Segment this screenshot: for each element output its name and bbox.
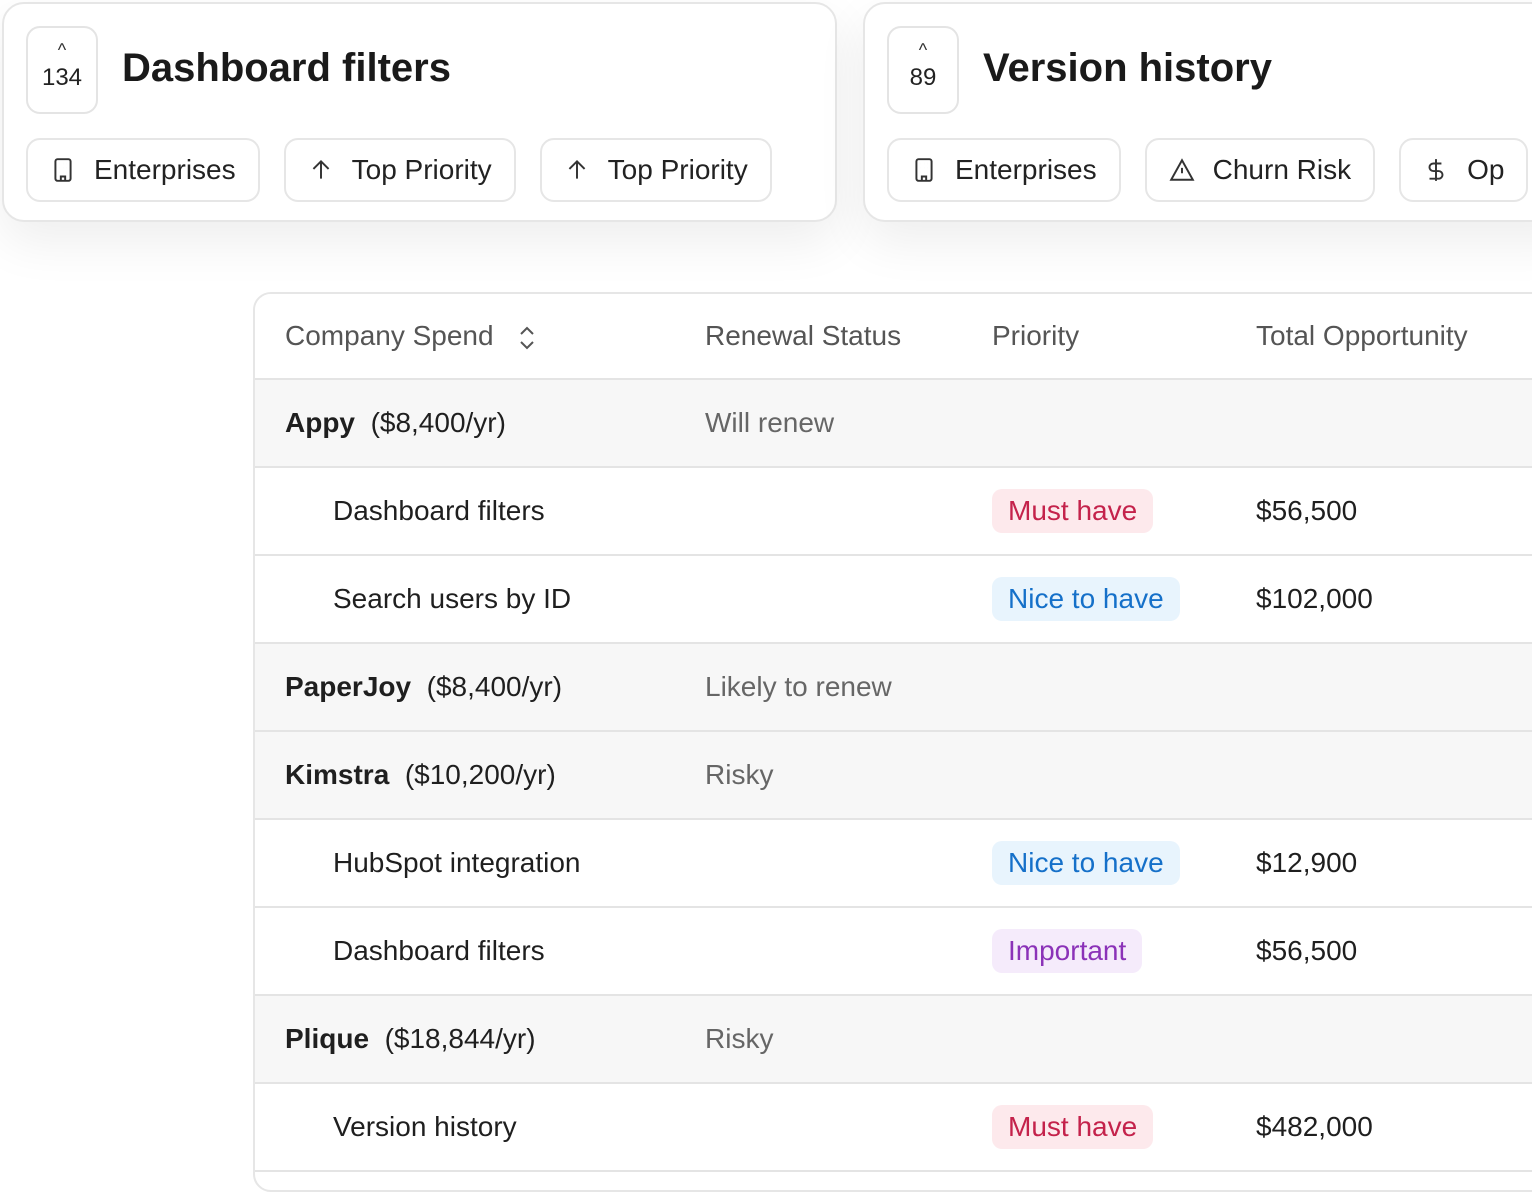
upvote-button[interactable]: ^ 134 (26, 26, 98, 114)
company-row[interactable]: Appy ($8,400/yr) Will renew (255, 380, 1532, 468)
feature-row[interactable]: Version history Must have $482,000 (255, 1084, 1532, 1172)
company-spend: ($8,400/yr) (370, 407, 506, 438)
dollar-icon (1428, 159, 1444, 181)
total-opportunity: $482,000 (1256, 1111, 1373, 1142)
feature-row[interactable]: Dashboard filters Important $56,500 (255, 908, 1532, 996)
tag-chip[interactable]: Enterprises (887, 138, 1121, 202)
feature-card-version-history[interactable]: ^ 89 Version history Enterprises Churn Ri… (863, 2, 1532, 222)
priority-badge: Must have (992, 489, 1154, 533)
renewal-status: Likely to renew (705, 671, 892, 702)
chip-label: Enterprises (94, 154, 236, 185)
company-row[interactable]: Kimstra ($10,200/yr) Risky (255, 732, 1532, 820)
chip-label: Top Priority (351, 154, 492, 185)
company-name: Appy (285, 407, 355, 438)
feature-card-dashboard-filters[interactable]: ^ 134 Dashboard filters Enterprises Top P… (2, 2, 837, 222)
company-spend: ($8,400/yr) (426, 671, 563, 702)
chevron-up-icon: ^ (918, 40, 928, 60)
chip-label: Enterprises (955, 154, 1097, 185)
sort-icon[interactable] (516, 324, 538, 352)
total-opportunity: $12,900 (1256, 847, 1358, 878)
feature-name: Dashboard filters (333, 495, 545, 526)
company-row[interactable]: Plique ($18,844/yr) Risky (255, 996, 1532, 1084)
chip-label: Top Priority (607, 154, 748, 185)
total-opportunity: $56,500 (1256, 495, 1358, 526)
company-name-cell: PaperJoy ($8,400/yr) (285, 671, 562, 703)
priority-badge: Nice to have (992, 577, 1180, 621)
priority-badge: Must have (992, 1105, 1154, 1149)
feature-row[interactable]: HubSpot integration Nice to have $12,900 (255, 820, 1532, 908)
company-name: Kimstra (285, 759, 390, 790)
arrow-up-icon (312, 159, 329, 179)
feature-name: Search users by ID (333, 583, 572, 614)
tag-chip[interactable]: Op (1399, 138, 1529, 202)
company-row[interactable]: PaperJoy ($8,400/yr) Likely to renew (255, 644, 1532, 732)
card-title: Version history (983, 46, 1272, 90)
feature-name: Version history (333, 1111, 517, 1142)
building-icon (915, 158, 933, 182)
header-priority: Priority (992, 320, 1080, 351)
chip-label: Op (1467, 154, 1505, 185)
card-title: Dashboard filters (122, 46, 451, 90)
company-name-cell: Kimstra ($10,200/yr) (285, 759, 556, 791)
chevron-up-icon: ^ (57, 40, 67, 60)
renewal-status: Risky (705, 1023, 774, 1054)
company-spend: ($18,844/yr) (384, 1023, 536, 1054)
vote-count: 89 (909, 64, 937, 91)
company-name: PaperJoy (285, 671, 412, 702)
company-name-cell: Appy ($8,400/yr) (285, 407, 506, 439)
total-opportunity: $102,000 (1256, 583, 1373, 614)
priority-badge: Important (992, 929, 1143, 973)
company-spend: ($10,200/yr) (404, 759, 556, 790)
feature-name: Dashboard filters (333, 935, 545, 966)
renewal-status: Risky (705, 759, 774, 790)
upvote-button[interactable]: ^ 89 (887, 26, 959, 114)
header-renewal-status: Renewal Status (705, 320, 902, 351)
chip-label: Churn Risk (1212, 154, 1352, 185)
priority-badge: Nice to have (992, 841, 1180, 885)
arrow-up-icon (568, 159, 585, 179)
feature-name: HubSpot integration (333, 847, 581, 878)
feature-row[interactable]: Search users by ID Nice to have $102,000 (255, 556, 1532, 644)
warning-icon (1169, 158, 1195, 181)
company-name-cell: Plique ($18,844/yr) (285, 1023, 536, 1055)
building-icon (54, 158, 72, 182)
header-total-opportunity: Total Opportunity (1256, 320, 1468, 351)
renewal-status: Will renew (705, 407, 835, 438)
company-name: Plique (285, 1023, 370, 1054)
header-company-spend[interactable]: Company Spend (285, 320, 538, 352)
table-header: Company Spend Renewal Status Priority To… (255, 294, 1532, 380)
tag-chip[interactable]: Enterprises (26, 138, 260, 202)
header-label: Company Spend (285, 320, 494, 351)
feature-row[interactable]: Dashboard filters Must have $56,500 (255, 468, 1532, 556)
tag-chip[interactable]: Top Priority (539, 138, 772, 202)
tag-chip[interactable]: Top Priority (283, 138, 516, 202)
total-opportunity: $56,500 (1256, 935, 1358, 966)
tag-chip[interactable]: Churn Risk (1144, 138, 1376, 202)
vote-count: 134 (41, 64, 83, 91)
company-spend-table: Company Spend Renewal Status Priority To… (253, 292, 1532, 1192)
